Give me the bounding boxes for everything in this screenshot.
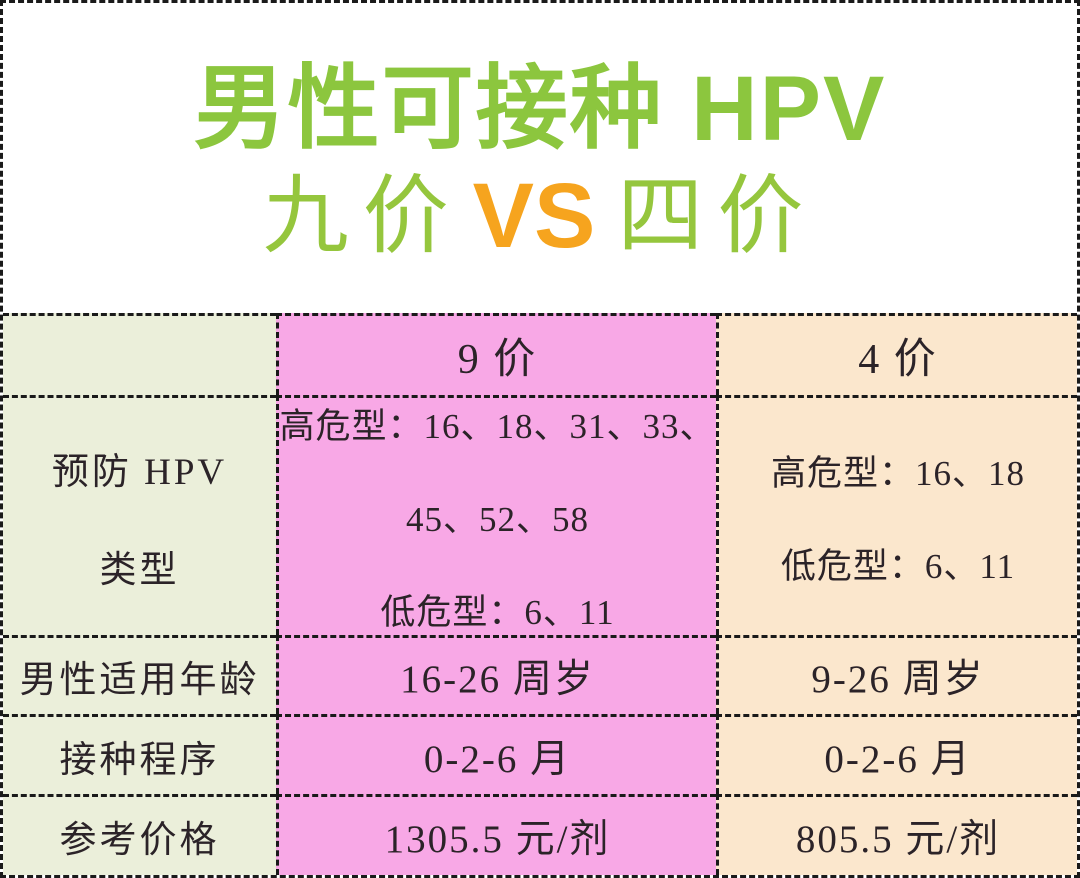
row-label-price: 参考价格 xyxy=(3,794,276,875)
header-cell-9-valent: 9 价 xyxy=(276,313,716,395)
subtitle-vs-label: VS xyxy=(472,164,596,267)
hpv-types-label-line: 预防 HPV xyxy=(51,451,228,493)
cell-age-9-valent: 16-26 周岁 xyxy=(276,635,716,714)
hpv-types-9v-high-risk-cont: 45、52、58 xyxy=(405,500,589,539)
header-cell-empty xyxy=(3,313,276,395)
cell-price-4-valent: 805.5 元/剂 xyxy=(716,794,1077,875)
hpv-types-9v-high-risk: 高危型：16、18、31、33、 xyxy=(279,407,716,446)
cell-schedule-9-valent: 0-2-6 月 xyxy=(276,714,716,794)
comparison-table: 9 价 4 价 预防 HPV 类型 高危型：16、18、31、33、 45、52… xyxy=(3,313,1077,875)
row-label-male-age: 男性适用年龄 xyxy=(3,635,276,714)
header-cell-4-valent: 4 价 xyxy=(716,313,1077,395)
hpv-types-label-line: 类型 xyxy=(99,549,180,591)
row-label-schedule: 接种程序 xyxy=(3,714,276,794)
hpv-types-9v-low-risk: 低危型：6、11 xyxy=(380,593,615,632)
hpv-types-4v-high-risk: 高危型：16、18 xyxy=(770,453,1025,493)
title-block: 男性可接种 HPV 九价 VS 四价 xyxy=(3,3,1077,313)
cell-hpv-types-4-valent: 高危型：16、18 低危型：6、11 xyxy=(716,395,1077,635)
cell-price-9-valent: 1305.5 元/剂 xyxy=(276,794,716,875)
cell-age-4-valent: 9-26 周岁 xyxy=(716,635,1077,714)
row-label-hpv-types: 预防 HPV 类型 xyxy=(3,395,276,635)
hpv-types-4v-low-risk: 低危型：6、11 xyxy=(780,546,1016,586)
cell-schedule-4-valent: 0-2-6 月 xyxy=(716,714,1077,794)
subtitle-nine-valent: 九价 xyxy=(262,167,463,264)
cell-hpv-types-9-valent: 高危型：16、18、31、33、 45、52、58 低危型：6、11 xyxy=(276,395,716,635)
page-title: 男性可接种 HPV xyxy=(193,58,887,161)
page-subtitle: 九价 VS 四价 xyxy=(263,170,818,262)
subtitle-four-valent: 四价 xyxy=(617,167,818,264)
